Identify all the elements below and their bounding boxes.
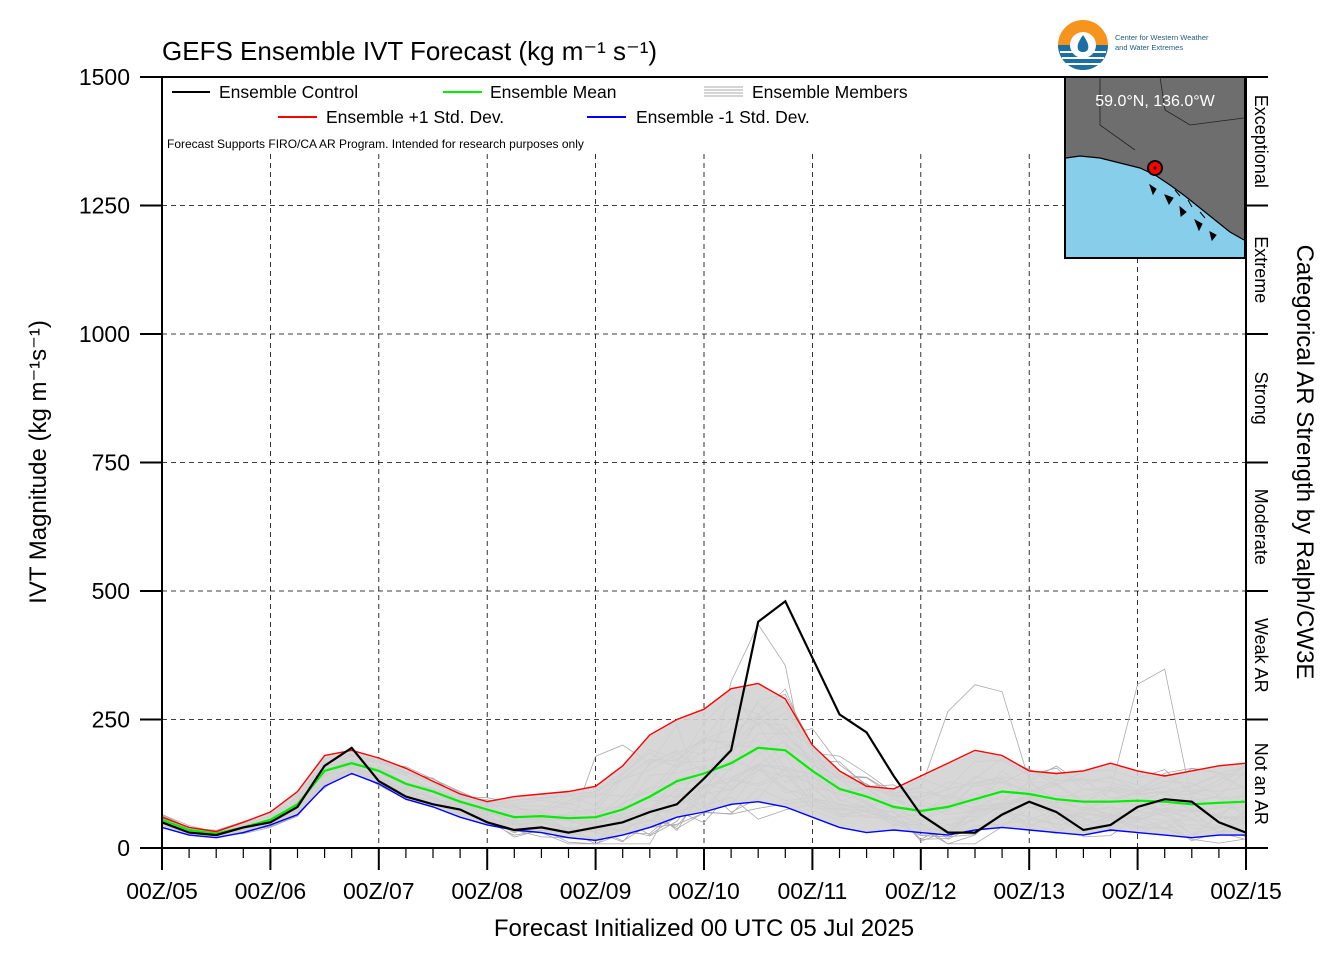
y-tick-label: 250 [92,707,130,733]
x-tick-label: 00Z/12 [885,878,957,904]
legend-label-mean: Ensemble Mean [490,82,616,102]
x-tick-label: 00Z/05 [126,878,198,904]
x-tick-label: 00Z/15 [1210,878,1282,904]
category-label: Weak AR [1251,618,1271,693]
inset-islands [1149,183,1217,242]
x-tick-label: 00Z/07 [343,878,415,904]
x-tick-label: 00Z/14 [1102,878,1174,904]
x-axis: 00Z/05 00Z/06 00Z/07 00Z/08 00Z/09 00Z/10 00Z/… [126,848,1282,904]
grid-lines [162,154,1246,848]
x-axis-label: Forecast Initialized 00 UTC 05 Jul 2025 [494,915,914,942]
chart-title: GEFS Ensemble IVT Forecast (kg m⁻¹ s⁻¹) [162,36,657,66]
cw3e-logo: Center for Western Weather and Water Ext… [1058,20,1209,70]
y-axis: 0 250 500 750 1000 1250 1500 [79,64,162,861]
y-tick-label: 1000 [79,321,130,347]
x-tick-label: 00Z/11 [777,878,847,904]
legend-label-members: Ensemble Members [752,82,908,102]
legend-label-control: Ensemble Control [219,82,358,102]
spread-band [162,683,1246,841]
x-tick-label: 00Z/13 [993,878,1065,904]
x-tick-label: 00Z/09 [560,878,632,904]
cw3e-logo-icon [1058,20,1108,70]
inset-coords-label: 59.0°N, 136.0°W [1095,93,1215,110]
category-label: Extreme [1251,236,1271,303]
category-axis: Not an AR Weak AR Moderate Strong Extreme Exc… [1246,76,1271,849]
minus-sd-line [161,772,1246,842]
y-tick-label: 1500 [79,64,130,90]
legend-label-minus-sd: Ensemble -1 Std. Dev. [636,107,810,127]
category-label: Not an AR [1251,743,1271,825]
series-lines [161,599,1247,842]
category-label: Strong [1251,372,1271,425]
y-axis-label: IVT Magnitude (kg m⁻¹s⁻¹) [25,320,52,604]
x-tick-label: 00Z/06 [235,878,307,904]
legend: Ensemble Control Ensemble Mean Ensemble … [167,82,908,151]
mean-line [161,746,1247,835]
control-line [161,599,1247,837]
legend-label-plus-sd: Ensemble +1 Std. Dev. [326,107,504,127]
category-label: Moderate [1251,489,1271,565]
x-tick-label: 00Z/08 [451,878,523,904]
y-tick-label: 0 [117,835,130,861]
inset-map: 59.0°N, 136.0°W [1064,76,1246,259]
logo-text-line2: and Water Extremes [1115,43,1183,52]
y-tick-label: 500 [92,578,130,604]
right-axis-label: Categorical AR Strength by Ralph/CW3E [1291,245,1318,680]
inset-coastline [1065,155,1245,241]
legend-swatch-members [704,86,743,97]
plus-sd-line [161,682,1247,833]
inset-ocean [1066,156,1244,257]
x-tick-label: 00Z/10 [668,878,740,904]
inset-borders [1099,76,1245,151]
y-tick-label: 1250 [79,193,130,219]
category-label: Exceptional [1251,95,1271,188]
logo-text-line1: Center for Western Weather [1115,33,1209,42]
disclaimer-note: Forecast Supports FIRO/CA AR Program. In… [167,137,584,151]
y-tick-label: 750 [92,450,130,476]
